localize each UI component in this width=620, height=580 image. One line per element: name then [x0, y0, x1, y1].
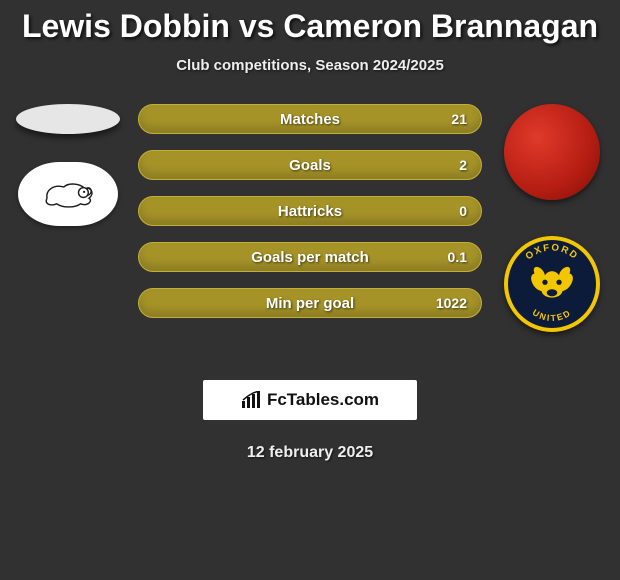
page-subtitle: Club competitions, Season 2024/2025	[0, 57, 620, 74]
stat-label: Goals	[289, 157, 331, 174]
svg-text:UNITED: UNITED	[531, 307, 574, 323]
badge-text-bottom: UNITED	[531, 307, 574, 323]
stat-value-right: 1022	[436, 295, 467, 311]
page-title: Lewis Dobbin vs Cameron Brannagan	[0, 0, 620, 45]
stat-value-right: 0	[459, 203, 467, 219]
left-player-column	[8, 104, 128, 226]
oxford-united-badge: OXFORD UNITED	[504, 236, 600, 332]
right-player-column: OXFORD UNITED	[492, 104, 612, 332]
stat-label: Goals per match	[251, 249, 369, 266]
stat-value-right: 21	[451, 111, 467, 127]
comparison-area: Matches 21 Goals 2 Hattricks 0 Goals per…	[0, 104, 620, 364]
stat-value-right: 0.1	[448, 249, 467, 265]
footer-date: 12 february 2025	[0, 444, 620, 462]
derby-county-badge	[18, 162, 118, 226]
stat-row-min-per-goal: Min per goal 1022	[138, 288, 482, 318]
stat-row-matches: Matches 21	[138, 104, 482, 134]
left-player-placeholder	[16, 104, 120, 134]
stat-label: Matches	[280, 111, 340, 128]
ram-icon	[33, 172, 103, 216]
right-player-photo	[504, 104, 600, 200]
stat-row-goals-per-match: Goals per match 0.1	[138, 242, 482, 272]
svg-text:OXFORD: OXFORD	[524, 242, 581, 262]
brand-text: FcTables.com	[267, 390, 379, 410]
stat-bars: Matches 21 Goals 2 Hattricks 0 Goals per…	[138, 104, 482, 334]
stat-label: Min per goal	[266, 295, 354, 312]
fctables-brand-badge[interactable]: FcTables.com	[203, 380, 417, 420]
stat-row-goals: Goals 2	[138, 150, 482, 180]
badge-text-top: OXFORD	[524, 242, 581, 262]
bar-chart-icon	[241, 391, 261, 409]
stat-row-hattricks: Hattricks 0	[138, 196, 482, 226]
stat-value-right: 2	[459, 157, 467, 173]
ox-icon: OXFORD UNITED	[508, 240, 596, 328]
stat-label: Hattricks	[278, 203, 342, 220]
